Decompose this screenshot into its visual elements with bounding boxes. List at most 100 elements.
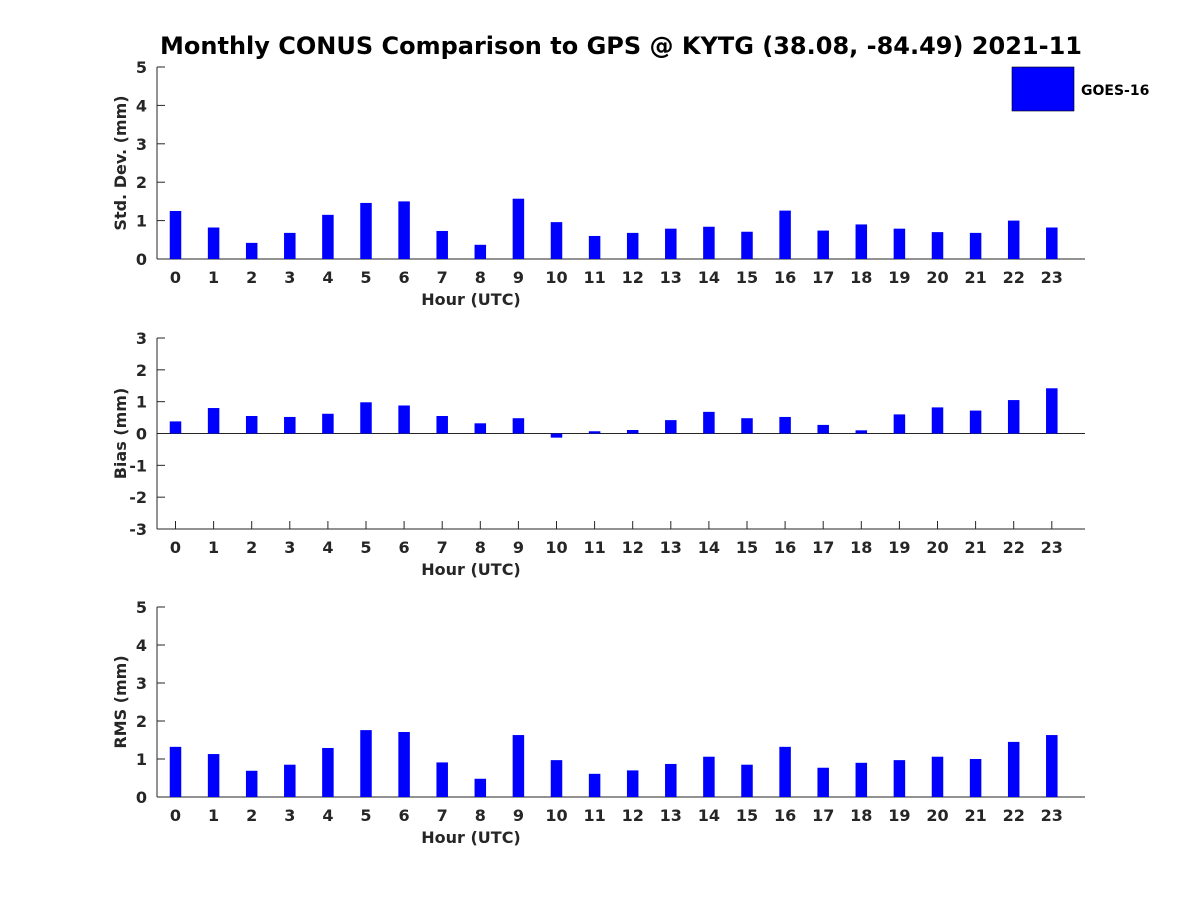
bar-hour-4 xyxy=(322,214,334,259)
bar-hour-14 xyxy=(703,226,715,259)
x-tick-label: 23 xyxy=(1041,538,1063,557)
x-tick-label: 8 xyxy=(475,806,486,825)
bar-hour-15 xyxy=(741,764,753,797)
bar-hour-8 xyxy=(474,423,487,434)
y-tick-label: 0 xyxy=(136,250,147,269)
x-tick-label: 21 xyxy=(964,268,986,287)
y-axis-label: Bias (mm) xyxy=(111,388,130,480)
x-tick-label: 5 xyxy=(360,268,371,287)
bar-hour-13 xyxy=(665,763,677,797)
bar-hour-17 xyxy=(817,424,829,434)
y-tick-label: 1 xyxy=(136,750,147,769)
x-tick-label: 23 xyxy=(1041,806,1063,825)
x-tick-label: 2 xyxy=(246,268,257,287)
bar-hour-11 xyxy=(588,431,601,434)
bar-hour-9 xyxy=(512,198,525,259)
bar-hour-13 xyxy=(665,420,677,434)
bar-hour-7 xyxy=(436,415,448,434)
bar-hour-11 xyxy=(588,773,601,797)
y-tick-label: 3 xyxy=(136,135,147,154)
bar-hour-20 xyxy=(931,407,944,434)
x-tick-label: 4 xyxy=(322,268,333,287)
bar-hour-6 xyxy=(398,201,410,259)
y-tick-label: 2 xyxy=(136,712,147,731)
y-axis-label: Std. Dev. (mm) xyxy=(111,95,130,230)
x-tick-label: 19 xyxy=(888,268,910,287)
x-tick-label: 19 xyxy=(888,538,910,557)
x-tick-label: 17 xyxy=(812,806,834,825)
x-tick-label: 16 xyxy=(774,538,796,557)
x-tick-label: 23 xyxy=(1041,268,1063,287)
chart-title: Monthly CONUS Comparison to GPS @ KYTG (… xyxy=(160,32,1082,60)
x-axis-label: Hour (UTC) xyxy=(421,828,521,847)
bar-hour-21 xyxy=(969,410,982,434)
bar-hour-22 xyxy=(1007,741,1020,797)
x-tick-label: 0 xyxy=(170,538,181,557)
bar-hour-20 xyxy=(931,756,944,797)
bar-hour-11 xyxy=(588,235,601,259)
x-tick-label: 17 xyxy=(812,268,834,287)
x-tick-label: 7 xyxy=(437,538,448,557)
bar-hour-18 xyxy=(855,224,868,259)
x-tick-label: 19 xyxy=(888,806,910,825)
bar-hour-2 xyxy=(245,415,258,434)
x-tick-label: 1 xyxy=(208,806,219,825)
x-tick-label: 7 xyxy=(437,806,448,825)
x-axis-label: Hour (UTC) xyxy=(421,290,521,309)
y-tick-label: 2 xyxy=(136,361,147,380)
bar-hour-3 xyxy=(284,764,296,797)
y-axis-label: RMS (mm) xyxy=(111,655,130,748)
x-tick-label: 1 xyxy=(208,268,219,287)
x-tick-label: 12 xyxy=(622,268,644,287)
bar-hour-10 xyxy=(550,760,563,797)
x-tick-label: 21 xyxy=(964,806,986,825)
bar-hour-17 xyxy=(817,230,829,259)
bar-hour-18 xyxy=(855,762,868,797)
bar-hour-13 xyxy=(665,228,677,259)
y-tick-label: -3 xyxy=(129,520,147,539)
bar-hour-19 xyxy=(893,414,906,434)
y-tick-label: 1 xyxy=(136,212,147,231)
bar-hour-0 xyxy=(169,421,182,434)
y-tick-label: 1 xyxy=(136,393,147,412)
x-tick-label: 12 xyxy=(622,806,644,825)
x-tick-label: 3 xyxy=(284,268,295,287)
y-tick-label: 2 xyxy=(136,173,147,192)
bar-hour-16 xyxy=(779,746,791,797)
x-axis-label: Hour (UTC) xyxy=(421,560,521,579)
bar-hour-5 xyxy=(360,402,372,434)
x-tick-label: 9 xyxy=(513,806,524,825)
x-tick-label: 11 xyxy=(583,806,605,825)
x-tick-label: 10 xyxy=(545,806,567,825)
x-tick-label: 14 xyxy=(698,806,720,825)
x-tick-label: 15 xyxy=(736,806,758,825)
bar-hour-3 xyxy=(284,416,296,434)
x-tick-label: 22 xyxy=(1003,538,1025,557)
x-tick-label: 0 xyxy=(170,806,181,825)
bar-hour-14 xyxy=(703,411,715,434)
bar-hour-8 xyxy=(474,778,487,797)
y-tick-label: 0 xyxy=(136,425,147,444)
x-tick-label: 3 xyxy=(284,806,295,825)
x-tick-label: 20 xyxy=(926,806,948,825)
bar-hour-23 xyxy=(1046,227,1058,259)
x-tick-label: 0 xyxy=(170,268,181,287)
bar-hour-6 xyxy=(398,732,410,797)
x-tick-label: 3 xyxy=(284,538,295,557)
x-tick-label: 8 xyxy=(475,268,486,287)
bar-hour-4 xyxy=(322,747,334,797)
bar-hour-6 xyxy=(398,405,410,434)
x-tick-label: 6 xyxy=(399,538,410,557)
bar-hour-12 xyxy=(626,770,639,797)
bar-hour-0 xyxy=(169,211,182,259)
bar-hour-16 xyxy=(779,416,791,434)
x-tick-label: 18 xyxy=(850,538,872,557)
bar-hour-15 xyxy=(741,231,753,259)
bar-hour-2 xyxy=(245,770,258,797)
bar-hour-5 xyxy=(360,730,372,797)
x-tick-label: 12 xyxy=(622,538,644,557)
bar-hour-1 xyxy=(207,754,220,797)
bar-hour-21 xyxy=(969,759,982,797)
